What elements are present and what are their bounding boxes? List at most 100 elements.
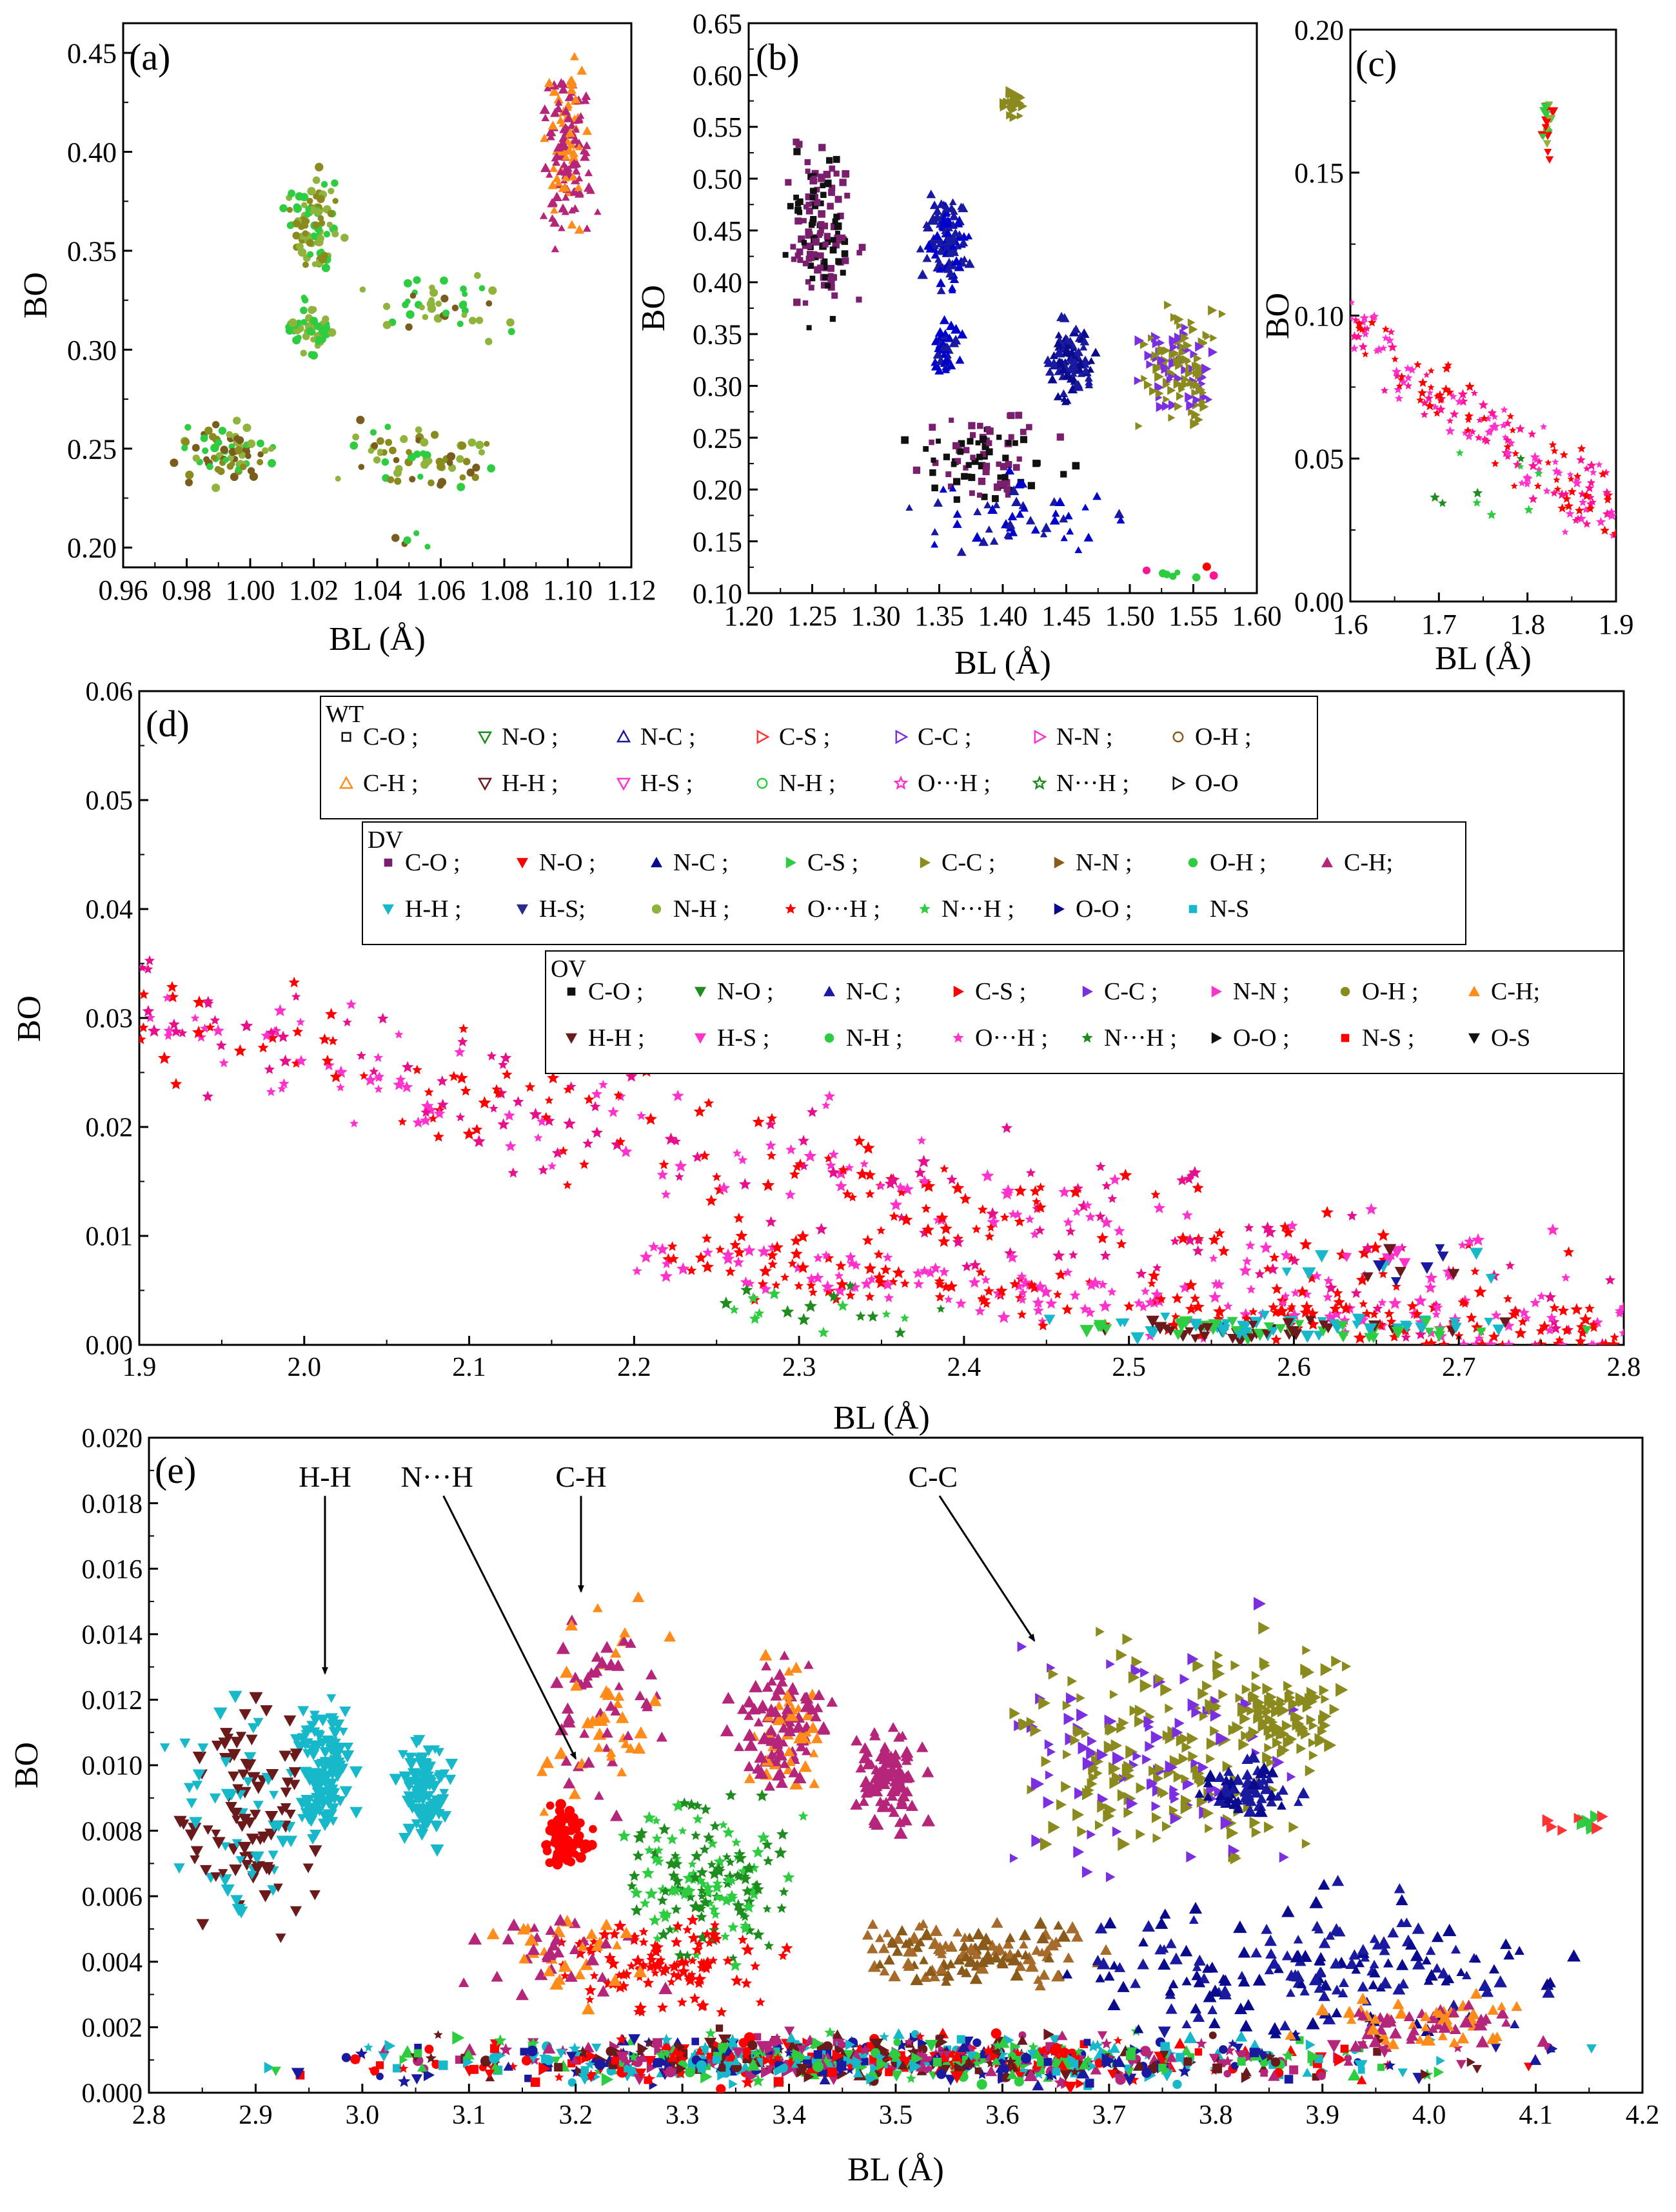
- scatter-point: [1361, 330, 1370, 338]
- scatter-point: [241, 1859, 253, 1871]
- scatter-point: [546, 1801, 555, 1810]
- scatter-point: [192, 444, 200, 452]
- scatter-point: [851, 1735, 863, 1746]
- scatter-point: [1113, 2036, 1123, 2045]
- scatter-point: [237, 1841, 252, 1855]
- scatter-point: [1261, 1329, 1272, 1339]
- scatter-point: [743, 1761, 755, 1772]
- scatter-point: [976, 453, 983, 460]
- scatter-point: [829, 316, 836, 322]
- scatter-point: [869, 2038, 883, 2051]
- scatter-point: [996, 435, 1002, 440]
- y-tick-label: 0.06: [86, 678, 133, 707]
- scatter-point: [435, 300, 442, 308]
- scatter-point: [577, 1941, 588, 1951]
- scatter-point: [437, 1075, 448, 1086]
- scatter-point: [630, 1904, 643, 1916]
- scatter-point: [1582, 1326, 1592, 1335]
- scatter-point: [293, 204, 302, 213]
- x-tick-label: 1.9: [123, 1353, 157, 1382]
- scatter-point: [192, 995, 206, 1008]
- scatter-point: [1530, 1340, 1540, 1345]
- scatter-point: [1578, 498, 1588, 506]
- scatter-point: [1016, 112, 1023, 120]
- scatter-point: [710, 1909, 721, 1919]
- scatter-point: [1394, 1267, 1406, 1278]
- scatter-point: [1160, 1312, 1170, 1322]
- scatter-point: [831, 292, 838, 299]
- scatter-point: [765, 1724, 778, 1736]
- scatter-point: [309, 1727, 320, 1737]
- scatter-point: [802, 242, 809, 250]
- scatter-point: [1369, 1309, 1379, 1319]
- legend-marker: [952, 1032, 964, 1043]
- x-tick-label: 1.60: [1232, 600, 1282, 632]
- scatter-point: [1450, 409, 1459, 418]
- scatter-point: [1192, 395, 1201, 405]
- x-axis-label-c: BL (Å): [1435, 640, 1532, 677]
- scatter-point: [1059, 389, 1069, 398]
- scatter-point: [1423, 371, 1430, 378]
- scatter-point: [1084, 1307, 1096, 1318]
- scatter-point: [291, 2068, 305, 2080]
- scatter-point: [686, 1913, 699, 1926]
- scatter-point: [558, 184, 567, 192]
- scatter-point: [1152, 1833, 1161, 1843]
- scatter-point: [582, 141, 591, 150]
- scatter-point: [587, 1839, 597, 1850]
- scatter-point: [489, 2053, 500, 2064]
- scatter-point: [462, 2048, 475, 2060]
- scatter-point: [699, 1150, 711, 1160]
- scatter-point: [1112, 2055, 1126, 2068]
- scatter-point: [1282, 1226, 1295, 1238]
- scatter-point: [943, 264, 953, 273]
- scatter-point: [1414, 1294, 1427, 1307]
- scatter-point: [1090, 347, 1101, 357]
- scatter-point: [246, 439, 256, 448]
- scatter-point: [823, 179, 832, 188]
- scatter-point: [720, 1894, 733, 1906]
- scatter-point: [1034, 1980, 1046, 1991]
- scatter-point: [671, 1875, 684, 1886]
- scatter-point: [561, 173, 571, 182]
- scatter-point: [373, 456, 381, 464]
- scatter-point: [1020, 1950, 1031, 1960]
- scatter-point: [791, 1720, 805, 1733]
- scatter-point: [1216, 1732, 1228, 1746]
- scatter-point: [822, 2041, 833, 2052]
- scatter-point: [1577, 1327, 1588, 1338]
- scatter-point: [163, 1025, 175, 1036]
- scatter-point: [829, 246, 837, 254]
- scatter-point: [378, 2051, 390, 2062]
- scatter-point: [1516, 454, 1526, 463]
- scatter-point: [798, 235, 805, 243]
- y-tick-label: 0.25: [693, 422, 742, 454]
- scatter-point: [1283, 1681, 1293, 1691]
- scatter-point: [986, 1222, 996, 1232]
- scatter-point: [559, 1665, 574, 1678]
- scatter-point: [430, 431, 439, 439]
- scatter-point: [996, 1957, 1009, 1969]
- scatter-point: [843, 2050, 854, 2060]
- scatter-point: [1347, 2068, 1361, 2081]
- scatter-point: [491, 1084, 502, 1094]
- scatter-point: [1523, 473, 1532, 482]
- scatter-point: [823, 1153, 834, 1163]
- scatter-point: [1125, 1745, 1138, 1759]
- scatter-point: [302, 1795, 315, 1806]
- scatter-point: [233, 435, 241, 442]
- scatter-point: [1112, 1751, 1125, 1766]
- y-axis-label-c: BO: [1259, 293, 1296, 339]
- scatter-point: [142, 1004, 155, 1017]
- scatter-point: [1087, 1829, 1096, 1840]
- scatter-point: [912, 1267, 924, 1278]
- scatter-point: [317, 1758, 326, 1768]
- scatter-point: [814, 199, 821, 206]
- scatter-point: [773, 1748, 787, 1761]
- scatter-point: [403, 536, 411, 545]
- scatter-point: [451, 304, 459, 311]
- scatter-point: [1289, 2065, 1299, 2075]
- scatter-point: [825, 282, 831, 289]
- scatter-point: [931, 484, 938, 492]
- scatter-point: [959, 238, 969, 247]
